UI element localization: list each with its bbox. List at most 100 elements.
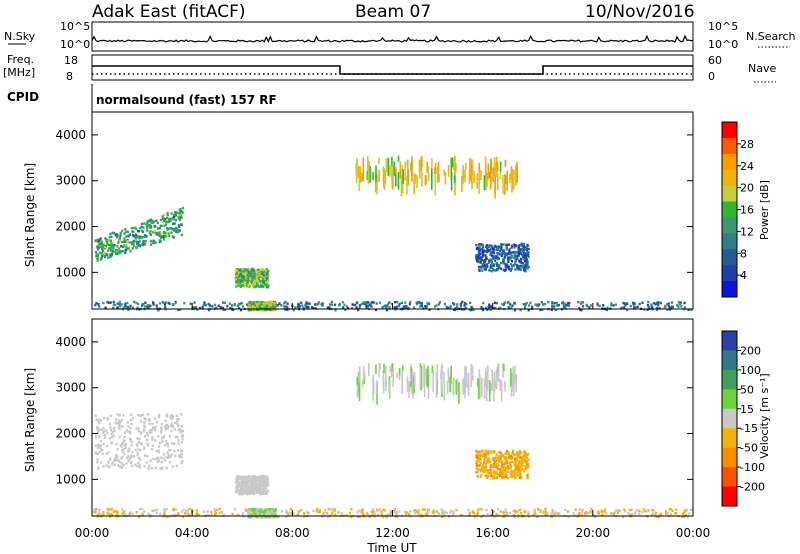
heatmap-cell	[104, 237, 107, 240]
heatmap-cell	[424, 307, 428, 310]
heatmap-cell	[317, 301, 321, 304]
heatmap-cell	[97, 419, 100, 422]
heatmap-cell	[326, 512, 329, 515]
heatmap-cell	[98, 444, 101, 447]
heatmap-cell	[581, 510, 584, 514]
heatmap-cell	[486, 512, 489, 516]
heatmap-cell	[306, 307, 309, 310]
heatmap-cell	[178, 455, 181, 458]
heatmap-cell	[597, 510, 600, 513]
heatmap-cell	[131, 230, 134, 233]
heatmap-cell	[492, 264, 496, 268]
heatmap-cell	[478, 265, 481, 269]
heatmap-cell	[151, 241, 154, 245]
heatmap-cell	[520, 242, 523, 246]
heatmap-cell	[654, 513, 657, 517]
heatmap-cell	[258, 510, 261, 513]
heatmap-cell	[118, 303, 121, 306]
heatmap-cell	[663, 305, 666, 309]
heatmap-cell	[94, 303, 97, 307]
heatmap-cell	[527, 473, 530, 476]
heatmap-cell	[163, 453, 166, 456]
heatmap-cell	[581, 508, 585, 512]
heatmap-cell	[361, 379, 364, 388]
heatmap-cell	[443, 510, 446, 513]
heatmap-cell	[677, 300, 680, 304]
heatmap-cell	[408, 303, 411, 306]
heatmap-cell	[523, 457, 526, 461]
heatmap-cell	[513, 464, 516, 467]
heatmap-cell	[151, 426, 155, 429]
heatmap-cell	[247, 268, 250, 271]
heatmap-cell	[161, 460, 164, 464]
heatmap-cell	[489, 248, 492, 251]
heatmap-cell	[487, 365, 489, 384]
heatmap-cell	[680, 305, 683, 308]
heatmap-cell	[179, 308, 182, 311]
heatmap-cell	[167, 301, 170, 305]
heatmap-cell	[158, 234, 161, 237]
heatmap-cell	[258, 302, 261, 305]
heatmap-cell	[262, 281, 265, 284]
heatmap-cell	[519, 259, 522, 263]
heatmap-cell	[240, 284, 244, 287]
heatmap-cell	[250, 480, 253, 483]
heatmap-cell	[350, 307, 354, 310]
heatmap-cell	[180, 510, 183, 513]
heatmap-cell	[690, 308, 693, 311]
heatmap-cell	[605, 308, 608, 312]
heatmap-cell	[167, 220, 170, 224]
heatmap-cell	[485, 469, 488, 472]
heatmap-cell	[381, 511, 384, 515]
heatmap-cell	[145, 461, 148, 464]
heatmap-cell	[241, 274, 245, 277]
colorbar-swatch	[722, 486, 737, 507]
x-tick-label: 08:00	[275, 526, 310, 540]
heatmap-cell	[121, 455, 124, 459]
heatmap-cell	[492, 257, 495, 260]
heatmap-cell	[182, 515, 185, 519]
heatmap-cell	[284, 308, 287, 311]
heatmap-cell	[93, 508, 96, 511]
heatmap-cell	[495, 514, 498, 517]
heatmap-cell	[362, 365, 365, 383]
heatmap-cell	[574, 508, 577, 511]
heatmap-cell	[412, 509, 415, 512]
heatmap-cell	[493, 244, 496, 248]
heatmap-cell	[283, 305, 286, 308]
heatmap-cell	[297, 512, 300, 515]
heatmap-cell	[392, 508, 395, 511]
heatmap-cell	[476, 455, 479, 458]
heatmap-cell	[162, 457, 165, 460]
heatmap-cell	[124, 305, 127, 308]
heatmap-cell	[423, 379, 426, 398]
heatmap-cell	[130, 226, 133, 230]
heatmap-cell	[579, 308, 582, 312]
heatmap-cell	[522, 262, 525, 265]
heatmap-cell	[480, 450, 483, 454]
heatmap-cell	[100, 242, 103, 246]
heatmap-cell	[357, 166, 360, 178]
heatmap-cell	[465, 373, 468, 388]
heatmap-cell	[127, 247, 130, 250]
heatmap-cell	[522, 249, 525, 252]
heatmap-cell	[485, 244, 488, 247]
heatmap-cell	[345, 305, 348, 308]
heatmap-cell	[491, 370, 494, 391]
heatmap-cell	[156, 460, 159, 464]
heatmap-cell	[365, 301, 368, 304]
heatmap-cell	[234, 481, 237, 484]
heatmap-cell	[390, 302, 393, 306]
heatmap-cell	[255, 280, 258, 284]
heatmap-cell	[416, 175, 418, 188]
heatmap-cell	[261, 481, 265, 485]
heatmap-cell	[509, 463, 512, 466]
heatmap-cell	[510, 255, 514, 258]
heatmap-cell	[473, 515, 476, 519]
heatmap-cell	[174, 435, 177, 438]
heatmap-cell	[494, 161, 497, 177]
heatmap-cell	[128, 241, 131, 244]
heatmap-cell	[259, 508, 262, 512]
heatmap-cell	[178, 208, 181, 211]
heatmap-cell	[419, 367, 422, 391]
